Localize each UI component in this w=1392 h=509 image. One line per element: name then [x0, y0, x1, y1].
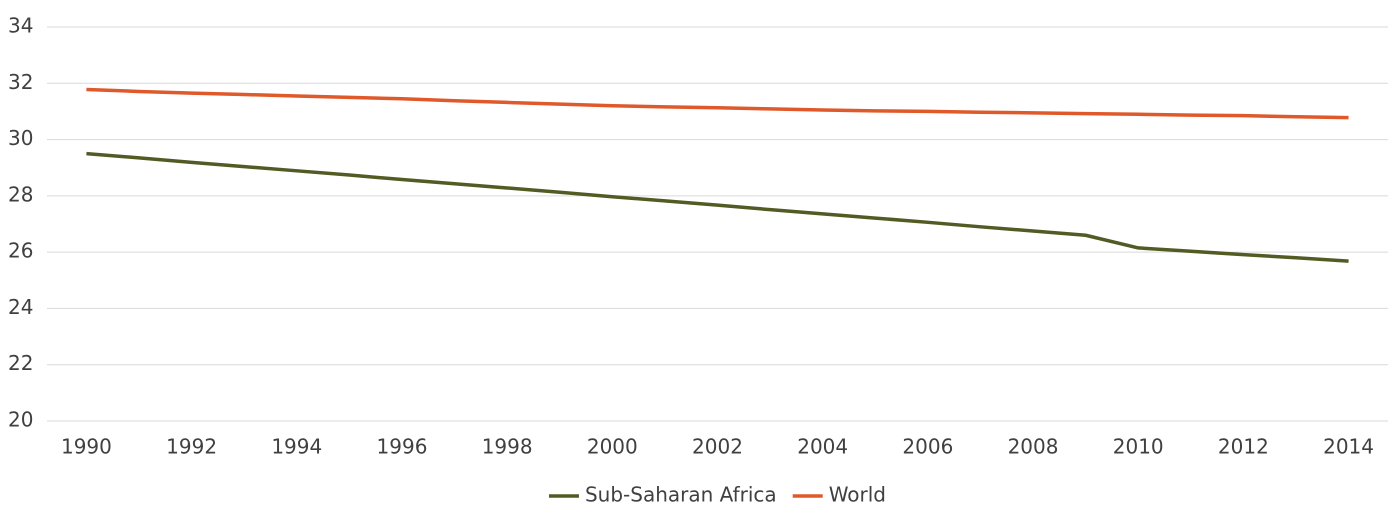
- x-tick-label: 2014: [1323, 435, 1374, 459]
- y-tick-label: 32: [8, 70, 33, 94]
- y-tick-label: 30: [8, 126, 33, 150]
- x-tick-label: 2008: [1008, 435, 1059, 459]
- y-tick-label: 24: [8, 295, 33, 319]
- x-tick-label: 2012: [1218, 435, 1269, 459]
- x-tick-label: 1998: [482, 435, 533, 459]
- x-tick-label: 2006: [902, 435, 953, 459]
- x-tick-label: 2000: [587, 435, 638, 459]
- x-tick-label: 1994: [271, 435, 322, 459]
- x-tick-label: 2002: [692, 435, 743, 459]
- y-tick-label: 20: [8, 408, 33, 432]
- x-tick-label: 2004: [797, 435, 848, 459]
- series-line: [86, 87, 1349, 120]
- y-tick-label: 26: [8, 239, 33, 263]
- y-tick-label: 22: [8, 351, 33, 375]
- x-tick-label: 1992: [166, 435, 217, 459]
- legend-label: Sub-Saharan Africa: [585, 483, 777, 507]
- legend-label: World: [829, 483, 886, 507]
- x-tick-label: 2010: [1113, 435, 1164, 459]
- x-tick-label: 1990: [61, 435, 112, 459]
- x-tick-label: 1996: [377, 435, 428, 459]
- series-line: [86, 151, 1349, 263]
- y-tick-label: 28: [8, 182, 33, 206]
- y-tick-label: 34: [8, 14, 33, 38]
